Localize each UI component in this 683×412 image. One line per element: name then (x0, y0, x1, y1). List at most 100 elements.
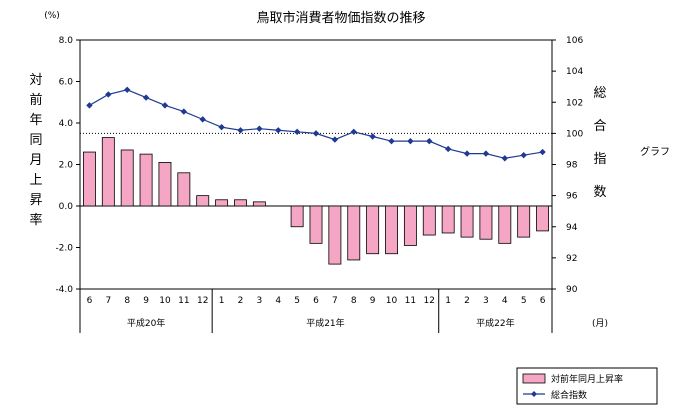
index-marker (124, 86, 131, 93)
bar (290, 205, 304, 228)
index-marker (501, 155, 508, 162)
index-marker (237, 127, 244, 134)
bar (82, 151, 96, 207)
legend-bar-label: 対前年同月上昇率 (551, 373, 623, 385)
right-tick-label: 90 (566, 285, 578, 295)
index-marker (161, 102, 169, 109)
right-tick-label: 96 (566, 192, 578, 202)
x-tick-label: 3 (256, 296, 262, 306)
bar (422, 205, 436, 236)
left-axis-label-char: 同 (29, 133, 42, 148)
x-tick-label: 8 (124, 296, 130, 306)
index-marker (444, 145, 452, 153)
x-axis-unit: (月) (592, 318, 608, 329)
left-axis-label-char: 月 (29, 153, 42, 168)
left-tick-label: 4.0 (59, 119, 74, 129)
x-tick-label: 4 (275, 296, 281, 306)
left-axis-label-char: 率 (29, 212, 42, 228)
legend-line-label: 総合指数 (551, 389, 587, 401)
x-tick-label: 1 (445, 296, 451, 306)
left-axis-unit: (%) (44, 11, 60, 21)
x-tick-label: 3 (483, 296, 489, 306)
index-line (89, 89, 543, 159)
left-axis-label-char: 年 (29, 113, 42, 128)
index-marker (520, 151, 527, 159)
bar (158, 162, 172, 207)
bar (101, 137, 115, 207)
bar (403, 205, 417, 246)
left-axis-label-char: 昇 (29, 193, 42, 208)
index-marker (256, 125, 263, 132)
x-tick-label: 6 (87, 296, 93, 306)
index-marker (463, 150, 471, 157)
x-tick-label: 8 (351, 296, 357, 306)
bar (385, 205, 398, 255)
bar (309, 205, 323, 244)
index-marker (350, 128, 357, 136)
x-tick-label: 6 (540, 296, 546, 306)
bar (234, 199, 247, 207)
index-marker (275, 127, 282, 134)
right-axis-label-char: 総 (593, 86, 606, 101)
right-axis-label-char: 数 (593, 185, 606, 200)
bar (498, 205, 512, 244)
x-tick-label: 2 (238, 296, 244, 306)
bar (460, 205, 474, 238)
x-tick-label: 12 (424, 296, 435, 306)
index-marker (293, 128, 301, 136)
left-tick-label: -4.0 (55, 285, 73, 295)
legend-bar-swatch (522, 373, 546, 384)
x-tick-label: 9 (143, 296, 149, 306)
index-marker (388, 137, 395, 145)
bar (177, 172, 191, 207)
x-tick-label: 11 (178, 296, 189, 306)
left-tick-label: 8.0 (59, 36, 74, 46)
x-tick-label: 7 (105, 296, 111, 306)
year-label: 平成21年 (306, 317, 344, 329)
x-tick-label: 6 (313, 296, 319, 306)
x-tick-label: 1 (219, 296, 225, 306)
index-marker (369, 133, 376, 140)
right-tick-label: 92 (566, 254, 577, 264)
chart-title: 鳥取市消費者物価指数の推移 (256, 10, 425, 26)
x-tick-label: 12 (197, 296, 208, 306)
index-marker (86, 102, 93, 109)
index-marker (407, 137, 414, 145)
index-marker (539, 148, 546, 156)
x-tick-label: 5 (294, 296, 300, 306)
left-axis-label-char: 対 (29, 73, 42, 88)
side-note: グラフ (640, 145, 670, 158)
right-tick-label: 106 (566, 36, 583, 46)
index-marker (482, 150, 490, 157)
left-tick-label: 6.0 (59, 78, 74, 88)
x-tick-label: 10 (386, 296, 398, 306)
right-tick-label: 104 (566, 67, 583, 77)
left-axis-label-char: 上 (29, 173, 42, 188)
right-tick-label: 100 (566, 129, 583, 139)
bar (196, 195, 210, 207)
left-tick-label: 2.0 (59, 161, 74, 171)
x-tick-label: 5 (521, 296, 527, 306)
bar (517, 205, 531, 238)
bar (536, 205, 550, 232)
bar (328, 205, 342, 265)
bar (479, 205, 493, 240)
left-tick-label: 0.0 (59, 202, 74, 212)
year-label: 平成22年 (476, 317, 514, 329)
x-tick-label: 9 (370, 296, 376, 306)
right-tick-label: 102 (566, 98, 583, 108)
index-marker (426, 137, 433, 145)
bar (252, 201, 266, 207)
index-marker (142, 94, 150, 101)
left-tick-label: -2.0 (55, 244, 73, 254)
index-marker (331, 136, 339, 143)
bar (441, 205, 455, 234)
right-axis-label-char: 合 (593, 119, 606, 134)
right-tick-label: 94 (566, 223, 578, 233)
left-axis-label-char: 前 (29, 92, 42, 108)
legend-line-marker (531, 391, 537, 397)
bar (215, 199, 229, 207)
bar (139, 153, 153, 207)
